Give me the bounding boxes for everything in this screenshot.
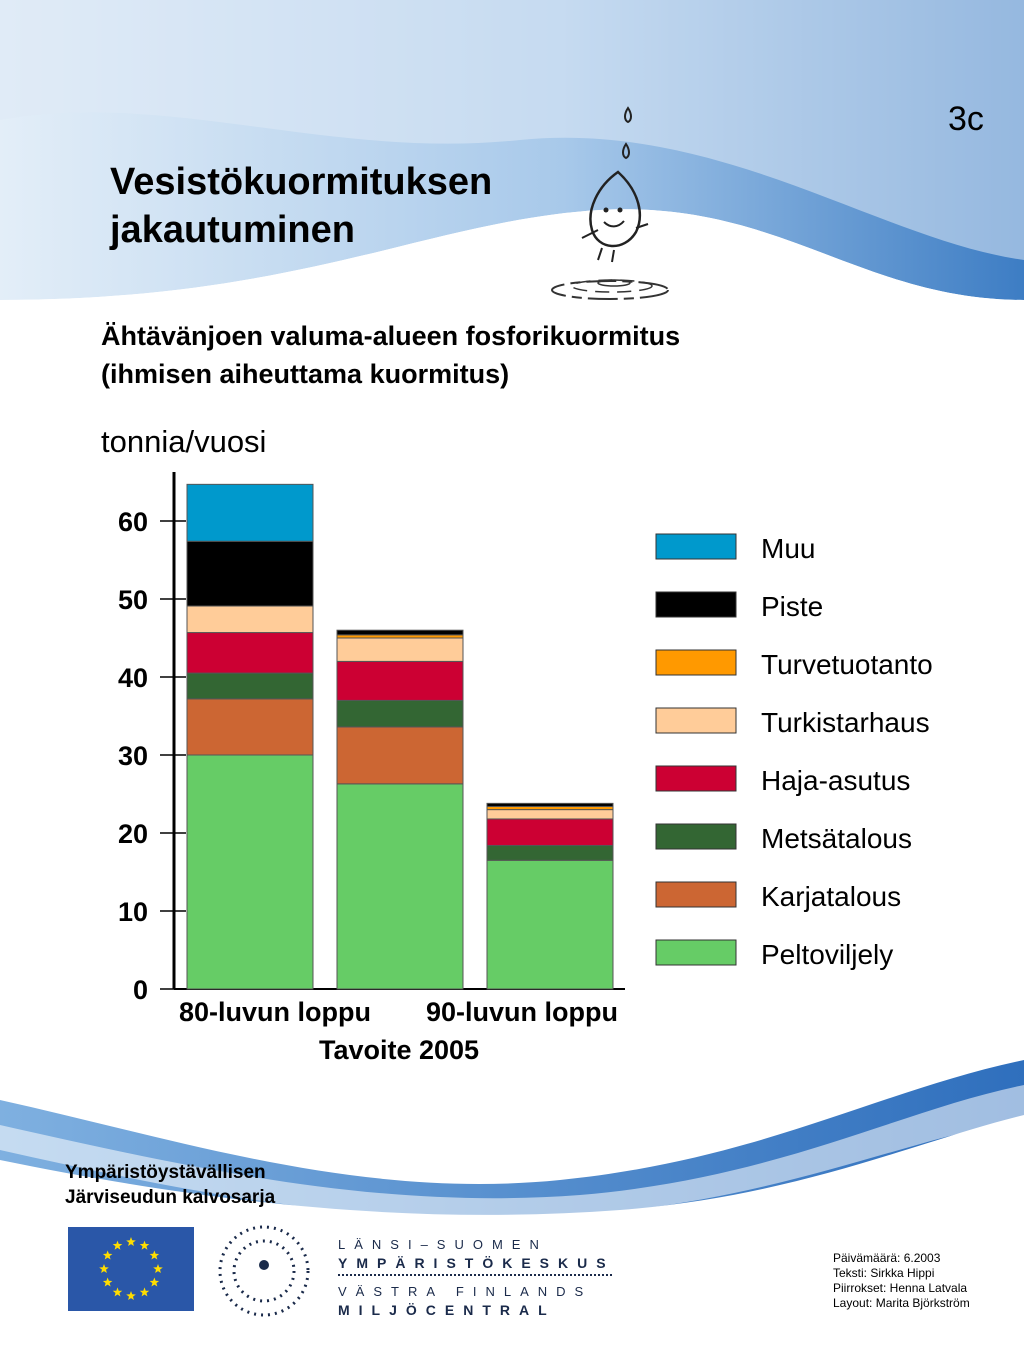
eu-star-icon bbox=[149, 1250, 160, 1260]
credit-line: Teksti: Sirkka Hippi bbox=[833, 1266, 935, 1280]
bar-segment bbox=[486, 859, 614, 990]
credit-line: Piirrokset: Henna Latvala bbox=[833, 1281, 968, 1295]
y-tick-label: 10 bbox=[118, 897, 148, 927]
logo-line: YMPÄRISTÖKESKUS bbox=[338, 1255, 615, 1271]
series-title-line: Ympäristöystävällisen bbox=[65, 1162, 266, 1183]
bar-segment bbox=[486, 802, 614, 807]
legend-label: Muu bbox=[761, 533, 815, 564]
x-tick-label: 90-luvun loppu bbox=[426, 997, 618, 1027]
y-tick-label: 40 bbox=[118, 663, 148, 693]
eu-star-icon bbox=[99, 1264, 109, 1273]
legend-swatch bbox=[655, 591, 737, 618]
legend-swatch bbox=[655, 533, 737, 560]
eu-star-icon bbox=[139, 1287, 150, 1297]
credit-line: Päivämäärä: 6.2003 bbox=[833, 1251, 941, 1265]
title-line: Vesistökuormituksen bbox=[110, 161, 493, 203]
eu-star-icon bbox=[102, 1250, 113, 1260]
eu-star-icon bbox=[112, 1240, 123, 1250]
environment-centre-logo bbox=[218, 1225, 310, 1317]
slide-number: 3c bbox=[948, 100, 984, 138]
eu-star-icon bbox=[149, 1277, 160, 1287]
bar-segment bbox=[486, 844, 614, 861]
slide-series-title: Ympäristöystävällisen Järviseudun kalvos… bbox=[65, 1160, 275, 1210]
subtitle-line: Ähtävänjoen valuma-alueen fosforikuormit… bbox=[101, 321, 681, 351]
eu-star-icon bbox=[126, 1291, 136, 1300]
legend-label: Karjatalous bbox=[761, 881, 901, 912]
legend-label: Piste bbox=[761, 591, 823, 622]
credit-line: Layout: Marita Björkström bbox=[833, 1296, 970, 1310]
eu-star-icon bbox=[112, 1287, 123, 1297]
eu-star-icon bbox=[126, 1237, 136, 1246]
bar-segment bbox=[336, 637, 464, 662]
legend-label: Haja-asutus bbox=[761, 765, 910, 796]
eu-star-icon bbox=[153, 1264, 163, 1273]
bar-segment bbox=[336, 699, 464, 728]
legend-label: Peltoviljely bbox=[761, 939, 893, 970]
y-tick-label: 60 bbox=[118, 507, 148, 537]
logo-line: VÄSTRA FINLANDS bbox=[338, 1284, 593, 1299]
bar-segment bbox=[186, 632, 314, 674]
x-tick-label: Tavoite 2005 bbox=[319, 1035, 479, 1065]
logo-divider bbox=[338, 1274, 612, 1280]
eu-star-icon bbox=[102, 1277, 113, 1287]
bar-segment bbox=[186, 672, 314, 700]
bar-segment bbox=[486, 809, 614, 820]
logo-line: LÄNSI–SUOMEN bbox=[338, 1237, 548, 1252]
legend-swatch bbox=[655, 649, 737, 676]
x-tick-label: 80-luvun loppu bbox=[179, 997, 371, 1027]
legend-swatch bbox=[655, 939, 737, 966]
chart-subtitle: Ähtävänjoen valuma-alueen fosforikuormit… bbox=[101, 317, 680, 393]
logo-line: MILJÖCENTRAL bbox=[338, 1302, 556, 1318]
legend-swatch bbox=[655, 881, 737, 908]
credits: Päivämäärä: 6.2003 Teksti: Sirkka Hippi … bbox=[833, 1251, 970, 1311]
legend-label: Turkistarhaus bbox=[761, 707, 930, 738]
y-tick-label: 50 bbox=[118, 585, 148, 615]
subtitle-line: (ihmisen aiheuttama kuormitus) bbox=[101, 359, 510, 389]
y-axis-label: tonnia/vuosi bbox=[101, 424, 267, 459]
series-title-line: Järviseudun kalvosarja bbox=[65, 1187, 276, 1208]
legend-swatch bbox=[655, 823, 737, 850]
bar-segment bbox=[186, 605, 314, 634]
stacked-bar-chart: 0 10 20 30 40 50 60 80-luvun loppu 90-luvun lopp… bbox=[118, 472, 933, 1065]
environment-centre-wordmark: LÄNSI–SUOMEN YMPÄRISTÖKESKUS VÄSTRA FINL… bbox=[338, 1236, 615, 1319]
bar-segment bbox=[336, 726, 464, 785]
y-tick-label: 20 bbox=[118, 819, 148, 849]
slide-title: Vesistökuormituksen jakautuminen bbox=[110, 158, 492, 254]
legend-swatch bbox=[655, 707, 737, 734]
y-tick-label: 0 bbox=[133, 975, 148, 1005]
legend-label: Metsätalous bbox=[761, 823, 912, 854]
bar-segment bbox=[336, 629, 464, 636]
eu-star-icon bbox=[139, 1240, 150, 1250]
bar-segment bbox=[186, 483, 314, 542]
bar-segment bbox=[486, 818, 614, 846]
water-drop-mascot-icon bbox=[551, 106, 669, 300]
bar-segment bbox=[336, 660, 464, 701]
y-tick-label: 30 bbox=[118, 741, 148, 771]
bar-segment bbox=[186, 754, 314, 990]
legend-label: Turvetuotanto bbox=[761, 649, 933, 680]
bar-segment bbox=[186, 698, 314, 756]
bar-segment bbox=[336, 783, 464, 990]
eu-flag-logo bbox=[68, 1227, 194, 1311]
title-line: jakautuminen bbox=[110, 209, 355, 251]
bar-segment bbox=[186, 540, 314, 607]
legend-swatch bbox=[655, 765, 737, 792]
